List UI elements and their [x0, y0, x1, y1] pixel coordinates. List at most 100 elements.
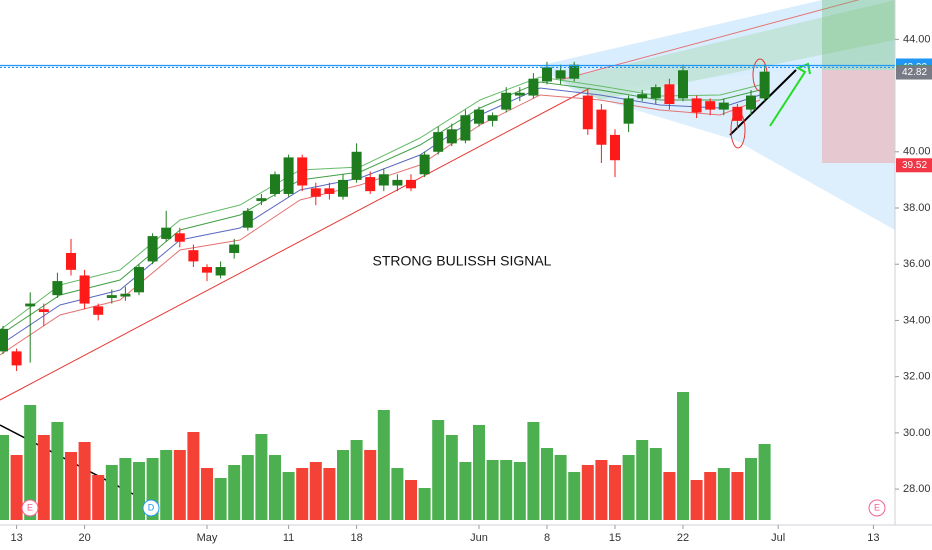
volume-bar [745, 458, 757, 520]
candle-body [487, 115, 498, 121]
candle-body [678, 70, 688, 99]
event-label: E [874, 502, 880, 512]
candle-body [324, 188, 335, 194]
x-tick-label: 13 [10, 532, 22, 544]
volume-bar [622, 455, 635, 520]
candle-body [419, 154, 430, 175]
x-tick-label: 13 [867, 532, 879, 544]
volume-bar [65, 452, 77, 520]
volume-bar [527, 422, 540, 520]
volume-bar [677, 392, 689, 520]
drawn-line [729, 69, 797, 136]
ma-line [0, 76, 761, 331]
volume-bar [201, 468, 213, 520]
candle-body [460, 115, 471, 141]
volume-bar [337, 450, 349, 520]
candle-body [514, 92, 525, 96]
candle-body [732, 106, 743, 121]
volume-bar [541, 448, 553, 520]
candle-body [229, 244, 240, 253]
event-badge[interactable] [21, 499, 39, 517]
ma-line [0, 81, 761, 336]
candle-body [79, 275, 90, 304]
event-badge[interactable] [868, 499, 886, 517]
x-tick-label: May [197, 532, 218, 544]
volume-bar [350, 440, 363, 520]
volume-bar [568, 472, 581, 520]
volume-bar [119, 458, 132, 520]
candle-body [569, 64, 580, 79]
volume-bar [78, 442, 91, 520]
volume-bar [513, 462, 526, 520]
volume-bar [636, 440, 649, 520]
volume-bar [377, 410, 390, 520]
volume-bar [160, 450, 173, 520]
volume-bar [37, 435, 50, 520]
candle-body [25, 303, 36, 307]
volume-bar [758, 444, 771, 520]
x-tick-label: 22 [677, 532, 689, 544]
volume-bar [228, 465, 241, 520]
candle-body [746, 95, 756, 110]
pitchfork-zone [538, 0, 895, 92]
volume-bar [323, 468, 336, 520]
candle-body [406, 179, 416, 189]
candle-body [0, 328, 8, 352]
candle-body [365, 177, 376, 192]
candle-body [623, 98, 634, 124]
volume-bar [731, 472, 744, 520]
y-tick-label: 32.00 [903, 371, 931, 383]
x-tick-label: 11 [283, 532, 294, 544]
y-tick-label: 34.00 [903, 314, 931, 326]
volume-bar [663, 472, 676, 520]
trend-line [0, 87, 591, 401]
candle-body [256, 198, 267, 201]
volume-bar [445, 435, 458, 520]
volume-bar [459, 462, 472, 520]
volume-bar [486, 460, 499, 520]
volume-bar [92, 475, 105, 520]
candle-body [542, 67, 552, 82]
y-tick-label: 40.00 [903, 146, 931, 158]
candle-body [147, 236, 158, 262]
candle-body [637, 94, 648, 99]
candle-body [501, 92, 512, 110]
candle-body [555, 70, 566, 79]
target-zone [822, 0, 895, 70]
price-tag-label: 42.82 [902, 67, 927, 78]
volume-bar [24, 405, 37, 520]
volume-bar [364, 450, 377, 520]
volume-bar [581, 465, 594, 520]
candle-body [11, 351, 22, 366]
volume-bar [0, 435, 9, 520]
event-label: D [148, 502, 155, 512]
volume-bar [296, 468, 309, 520]
x-tick-label: Jun [470, 532, 488, 544]
ma-line [0, 94, 761, 356]
volume-bar [717, 468, 730, 520]
volume-bar [704, 472, 717, 520]
volume-bar [500, 460, 513, 520]
candle-body [474, 109, 484, 124]
volume-bar [133, 462, 145, 520]
candle-body [691, 98, 702, 113]
candle-body [582, 95, 593, 130]
volume-bar [690, 480, 703, 520]
y-tick-label: 38.00 [903, 202, 931, 214]
candle-body [446, 129, 457, 144]
ma-line [0, 87, 761, 346]
volume-bar [10, 455, 23, 520]
candle-body [270, 174, 280, 194]
volume-bar [473, 425, 485, 520]
x-tick-label: 15 [609, 532, 621, 544]
candle-body [392, 179, 403, 186]
event-badge[interactable] [142, 499, 160, 517]
candle-body [106, 295, 117, 298]
candle-body [52, 281, 63, 296]
volume-bar [554, 455, 567, 520]
x-tick-label: 18 [350, 532, 362, 544]
candle-body [664, 84, 675, 104]
y-tick-label: 36.00 [903, 258, 931, 270]
y-tick-label: 28.00 [903, 483, 931, 495]
